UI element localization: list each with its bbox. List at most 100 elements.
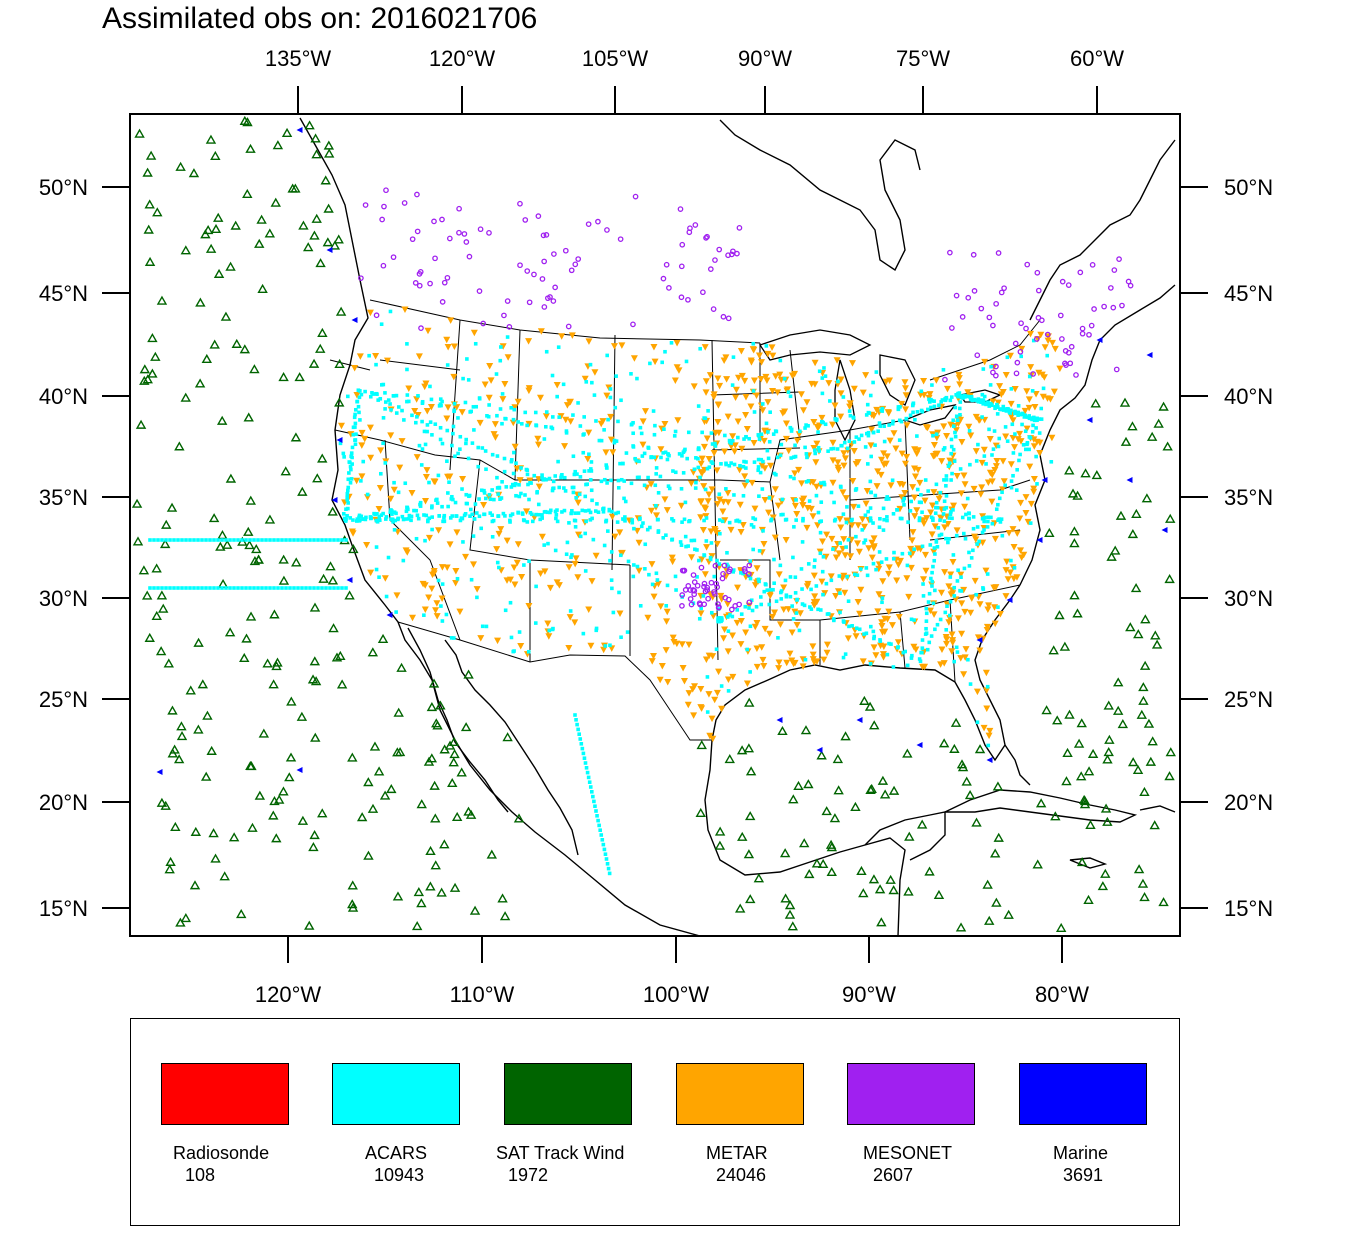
acars-obs (661, 451, 665, 455)
mesonet-obs (721, 562, 728, 569)
sat-wind-obs (347, 880, 358, 890)
sat-wind-obs (230, 220, 241, 230)
sat-wind-obs (1091, 470, 1103, 480)
acars-obs (383, 461, 388, 465)
acars-obs (750, 608, 755, 613)
acars-obs (346, 394, 350, 399)
metar-obs (1013, 530, 1021, 537)
mesonet-obs (701, 580, 708, 587)
acars-obs (637, 459, 641, 464)
sat-wind-obs (1076, 857, 1088, 867)
sat-wind-obs (311, 213, 322, 223)
metar-obs (885, 564, 893, 571)
acars-obs (430, 515, 434, 519)
acars-obs (342, 516, 347, 521)
sat-wind-obs (1143, 718, 1155, 728)
metar-obs (565, 644, 573, 652)
acars-obs (967, 395, 972, 399)
metar-obs (946, 457, 954, 465)
metar-obs (983, 705, 991, 713)
mesonet-obs (705, 595, 711, 602)
acars-obs (525, 520, 530, 524)
acars-obs (583, 531, 588, 536)
acars-obs (517, 630, 522, 634)
acars-obs (473, 341, 478, 346)
acars-obs (562, 475, 567, 480)
metar-obs (923, 515, 931, 522)
metar-obs (366, 309, 374, 317)
acars-obs (967, 429, 972, 433)
metar-obs (376, 484, 384, 492)
yucatan (864, 811, 946, 861)
acars-obs (544, 424, 548, 429)
acars-obs (342, 455, 346, 459)
acars-obs (947, 461, 952, 465)
mesonet-obs (942, 376, 948, 383)
hudson-bay (719, 119, 921, 272)
acars-obs (604, 463, 609, 467)
acars-obs (804, 452, 809, 456)
acars-obs (999, 517, 1004, 521)
acars-obs (524, 467, 529, 472)
acars-obs (816, 510, 821, 515)
acars-obs (442, 513, 447, 518)
metar-obs (768, 344, 776, 351)
acars-obs (519, 491, 523, 496)
acars-obs (629, 481, 634, 486)
mesonet-obs (550, 298, 557, 304)
metar-obs (856, 610, 864, 618)
acars-obs (652, 432, 657, 437)
acars-obs (853, 572, 857, 577)
acars-obs (981, 401, 985, 406)
acars-obs (1039, 417, 1044, 421)
acars-obs (619, 398, 623, 403)
metar-obs (834, 464, 842, 472)
metar-obs (921, 497, 929, 505)
sat-wind-obs (284, 772, 295, 782)
acars-obs (845, 574, 849, 579)
mesonet-obs (504, 298, 511, 304)
acars-obs (642, 451, 647, 456)
metar-obs (958, 600, 966, 607)
metar-obs (901, 490, 909, 497)
acars-obs (615, 520, 620, 524)
metar-obs (911, 473, 919, 481)
sat-wind-obs (425, 845, 436, 856)
legend-swatch (332, 1063, 460, 1125)
acars-obs (643, 542, 648, 547)
acars-obs (863, 445, 868, 449)
sat-wind-obs (1139, 786, 1150, 796)
acars-obs (917, 516, 922, 520)
acars-obs (759, 432, 764, 437)
legend-label: MESONET (863, 1143, 953, 1163)
acars-obs (820, 376, 825, 380)
metar-obs (758, 359, 766, 366)
acars-obs (715, 558, 719, 563)
sat-wind-obs (334, 358, 345, 369)
acars-obs (670, 517, 674, 521)
metar-obs (717, 592, 725, 600)
metar-obs (837, 376, 845, 384)
metar-obs (930, 442, 938, 449)
metar-obs (719, 508, 727, 515)
acars-obs (356, 404, 361, 409)
metar-obs (829, 439, 837, 447)
sat-wind-obs (850, 801, 861, 811)
metar-obs (992, 442, 1000, 450)
acars-obs (891, 665, 896, 669)
metar-obs (700, 483, 708, 490)
acars-obs (583, 569, 588, 573)
sat-wind-obs (312, 473, 323, 483)
acars-obs (713, 441, 717, 446)
acars-obs (689, 538, 694, 543)
acars-obs (510, 512, 515, 516)
acars-obs (653, 423, 657, 428)
metar-obs (351, 365, 359, 372)
metar-obs (709, 735, 717, 743)
sat-wind-obs (864, 701, 876, 711)
acars-obs (790, 604, 794, 608)
metar-obs (922, 567, 930, 575)
acars-obs (346, 477, 351, 482)
sat-wind-obs (336, 679, 348, 689)
acars-obs (774, 599, 779, 604)
